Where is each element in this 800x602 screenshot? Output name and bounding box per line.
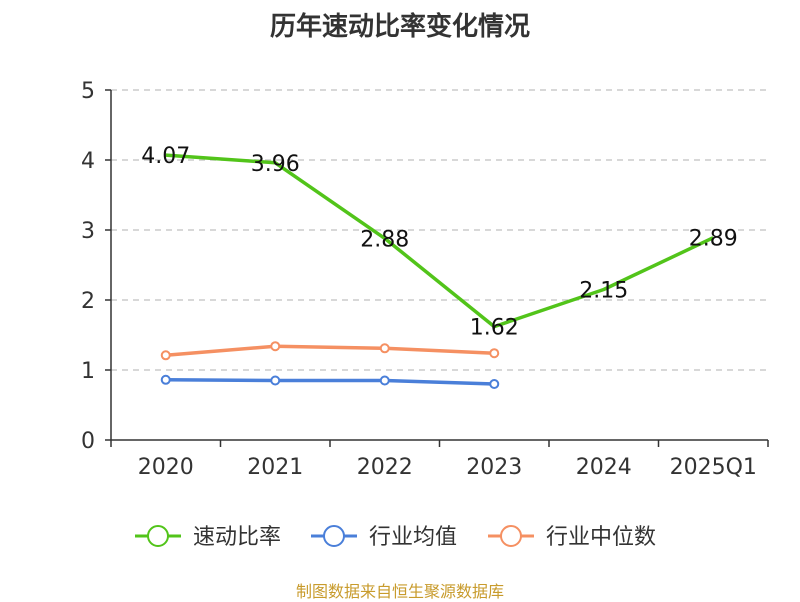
data-point xyxy=(379,343,390,354)
x-tick-label: 2023 xyxy=(466,455,522,480)
series-line xyxy=(165,153,714,329)
y-tick-label: 0 xyxy=(81,429,95,454)
y-tick-label: 4 xyxy=(81,149,95,174)
data-label: 2.15 xyxy=(579,279,628,304)
data-point xyxy=(379,375,390,386)
axes: 0 1 2 3 4 5 2020 2021 2022 2023 2024 2025Q1 xyxy=(81,79,769,480)
data-point xyxy=(489,348,500,359)
legend-marker xyxy=(500,525,522,547)
series-lines xyxy=(160,153,714,389)
data-label: 1.62 xyxy=(470,316,519,341)
legend-label: 速动比率 xyxy=(193,525,281,550)
y-tick-label: 1 xyxy=(81,359,95,384)
legend-label: 行业均值 xyxy=(369,525,457,550)
legend-marker xyxy=(147,525,169,547)
y-tick-label: 3 xyxy=(81,219,95,244)
series-line xyxy=(165,378,495,386)
data-point xyxy=(270,341,281,352)
chart-title: 历年速动比率变化情况 xyxy=(269,12,530,42)
y-tick-label: 5 xyxy=(81,79,95,104)
data-point xyxy=(270,375,281,386)
source-footer: 制图数据来自恒生聚源数据库 xyxy=(295,582,504,601)
legend-label: 行业中位数 xyxy=(546,525,656,550)
grid-lines xyxy=(111,89,768,371)
data-point xyxy=(489,379,500,389)
y-tick-label: 2 xyxy=(81,289,95,314)
legend-marker xyxy=(323,525,345,547)
x-tick-label: 2020 xyxy=(138,455,194,480)
x-tick-label: 2021 xyxy=(247,455,303,480)
x-tick-label: 2025Q1 xyxy=(670,455,757,480)
data-label: 2.88 xyxy=(360,227,409,252)
series-line xyxy=(165,344,495,358)
data-point xyxy=(160,350,171,361)
x-tick-label: 2022 xyxy=(357,455,413,480)
data-label: 3.96 xyxy=(251,152,300,177)
data-label: 4.07 xyxy=(141,144,190,169)
x-tick-label: 2024 xyxy=(576,455,632,480)
legend: 速动比率 行业均值 行业中位数 xyxy=(135,525,656,550)
data-label: 2.89 xyxy=(689,227,738,252)
data-labels: 4.07 3.96 2.88 1.62 2.15 2.89 xyxy=(141,144,737,341)
data-point xyxy=(160,374,171,385)
